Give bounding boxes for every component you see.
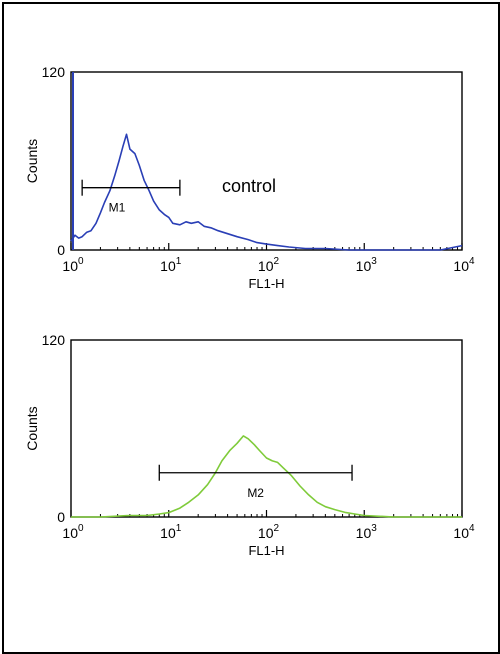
top-x-tick-label: 101 <box>160 256 182 274</box>
top-y-tick-label: 120 <box>42 64 66 80</box>
bottom-plot-area <box>70 339 463 518</box>
bottom-y-tick-label: 120 <box>42 332 66 348</box>
top-x-axis-label: FL1-H <box>248 276 284 291</box>
bottom-x-tick-label: 104 <box>453 523 475 541</box>
control-annotation: control <box>222 176 276 196</box>
bottom-x-axis-label: FL1-H <box>248 543 284 558</box>
top-x-tick-label: 102 <box>258 256 280 274</box>
top-plot-area <box>70 71 463 251</box>
top-x-tick-label: 104 <box>453 256 475 274</box>
top-y-tick-label: 0 <box>57 242 65 258</box>
marker-label-m2: M2 <box>247 486 264 500</box>
marker-label-m1: M1 <box>109 201 126 215</box>
bottom-y-tick-label: 0 <box>57 509 65 525</box>
bottom-x-tick-label: 101 <box>160 523 182 541</box>
bottom-histogram-line <box>71 435 462 518</box>
top-x-tick-label: 103 <box>356 256 378 274</box>
top-y-axis-label: Counts <box>24 139 40 183</box>
bottom-x-tick-label: 103 <box>356 523 378 541</box>
bottom-y-axis-label: Counts <box>24 406 40 450</box>
bottom-x-tick-label: 100 <box>62 523 84 541</box>
top-x-tick-label: 100 <box>62 256 84 274</box>
bottom-x-tick-label: 102 <box>258 523 280 541</box>
top-histogram-line <box>70 133 463 251</box>
